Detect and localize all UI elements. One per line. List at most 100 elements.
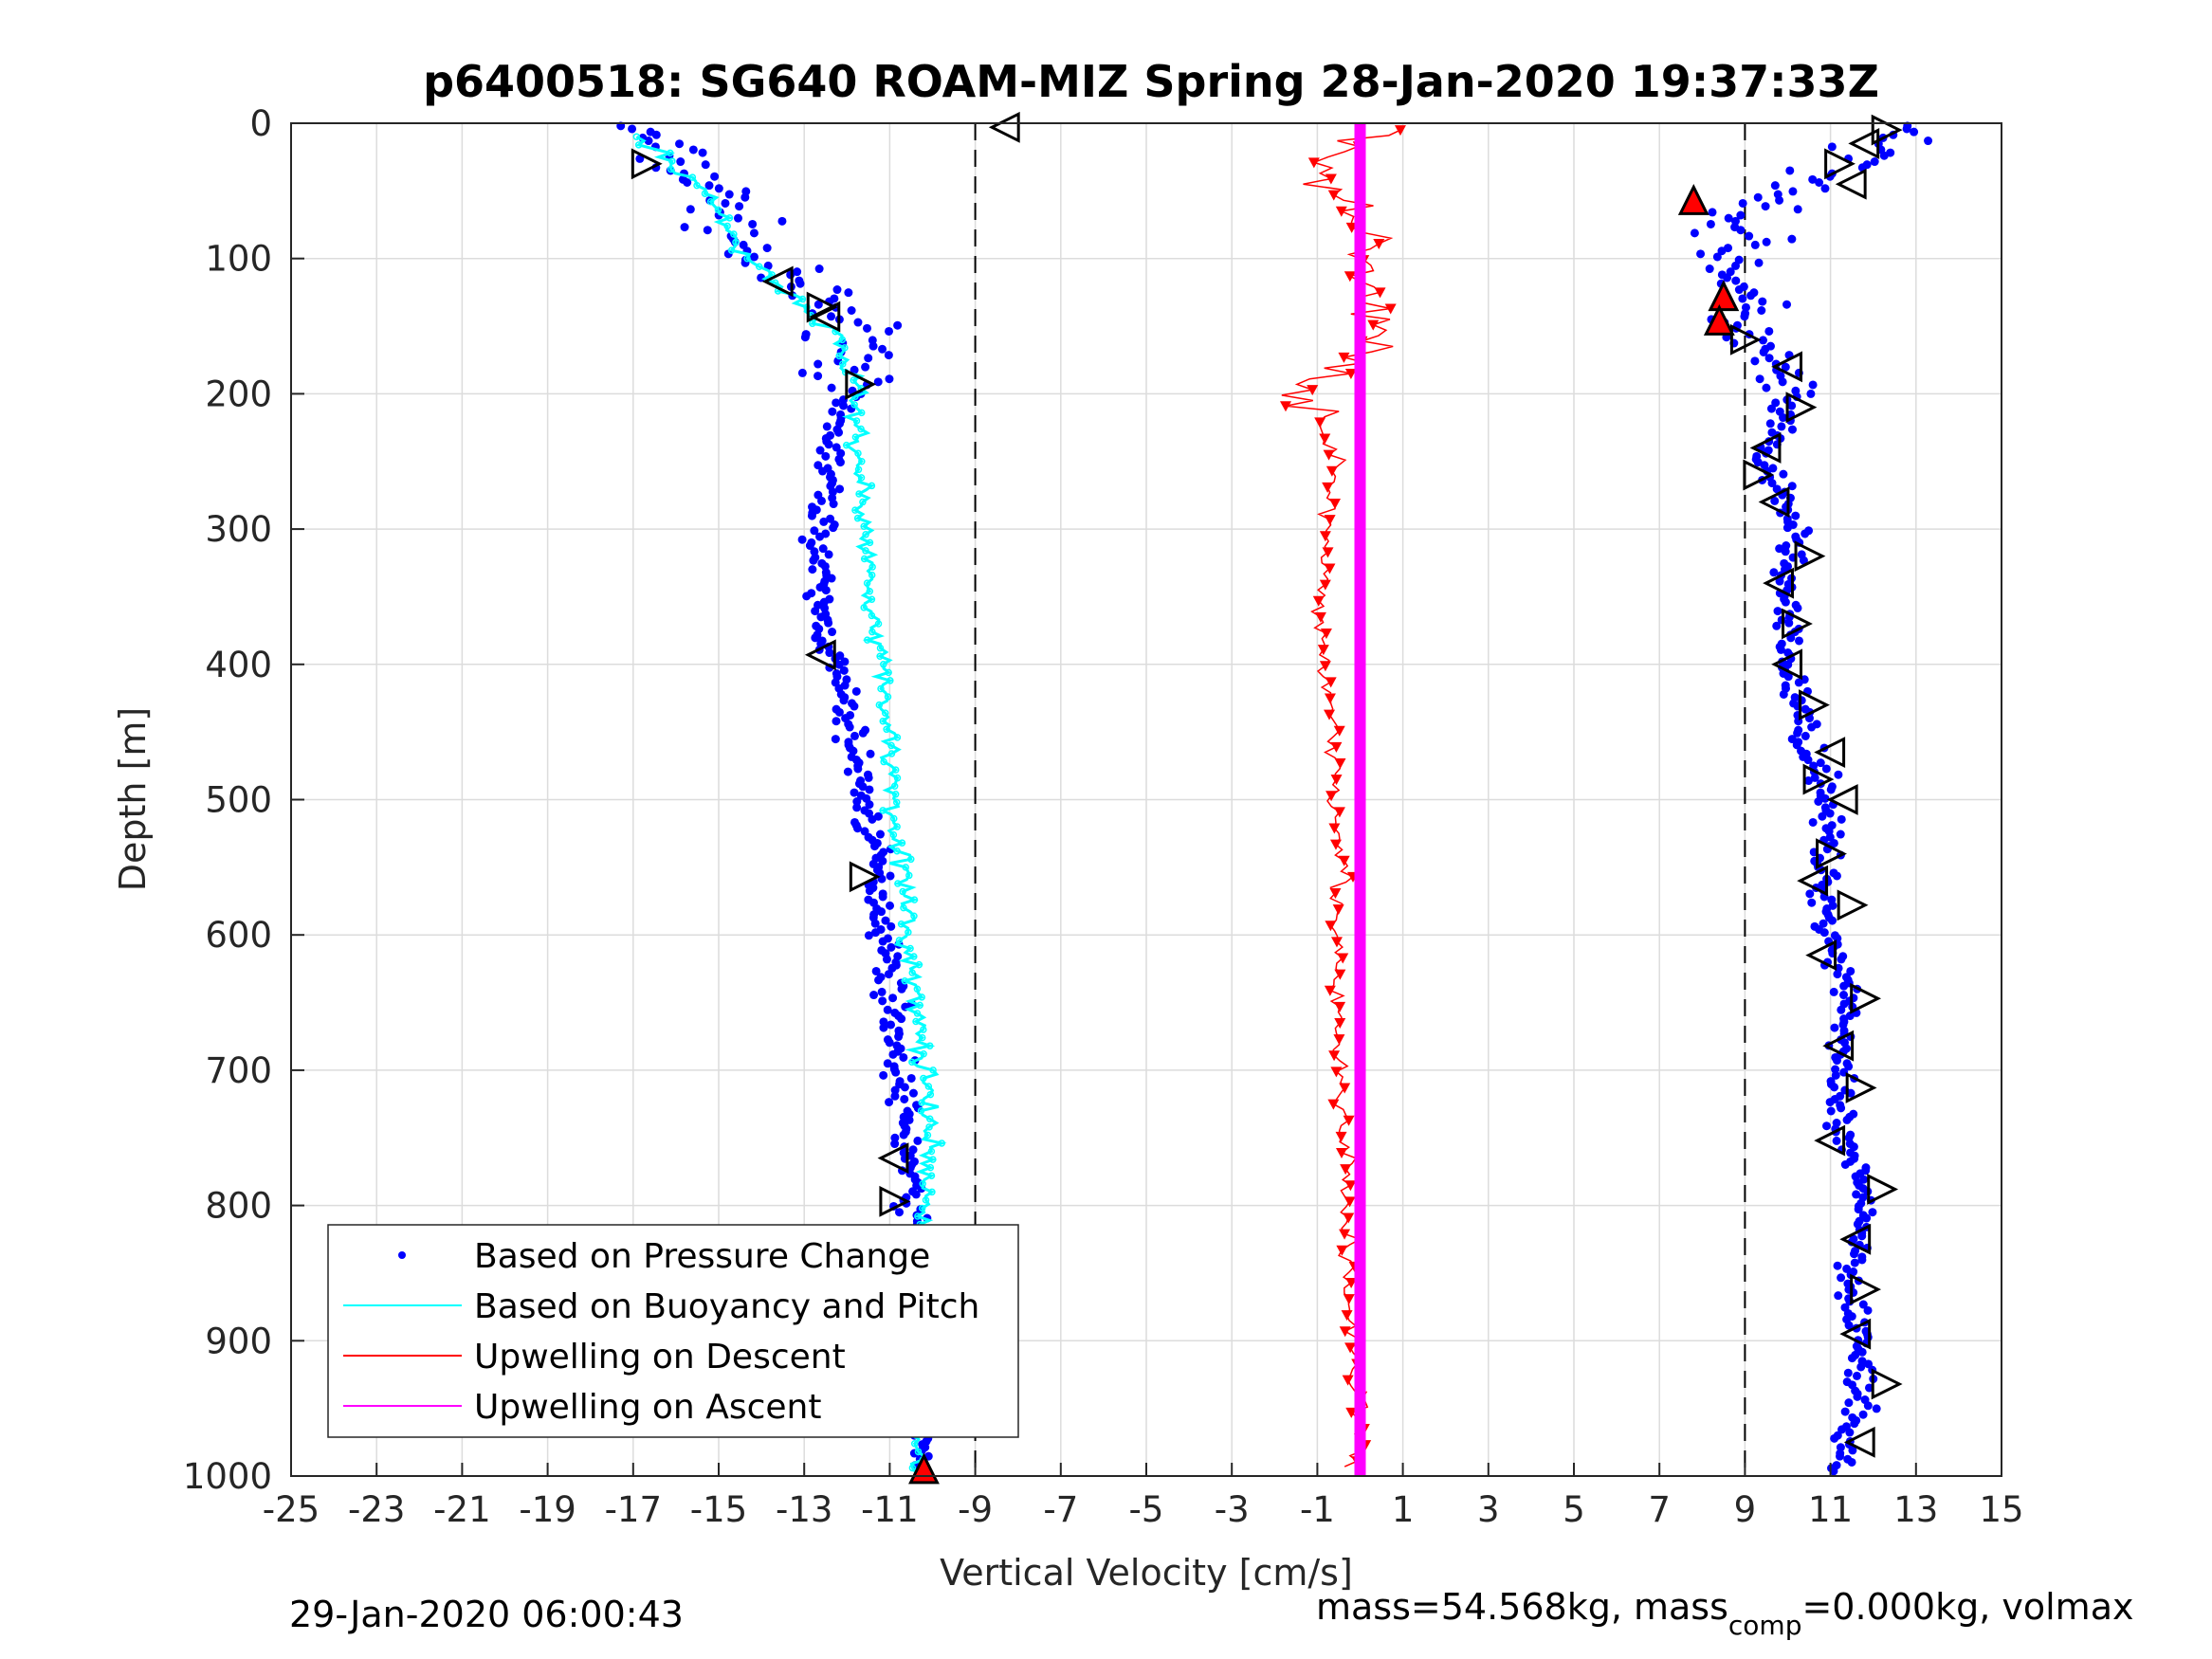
black-triangle-marker (877, 1142, 909, 1175)
buoyancy-pitch-point (855, 490, 863, 498)
buoyancy-pitch-point (908, 1464, 917, 1472)
pressure-dot-ascent (1819, 919, 1828, 928)
upwelling-descent-marker (1394, 125, 1406, 137)
pressure-dot-ascent (1832, 871, 1841, 881)
y-tick-label: 800 (205, 1186, 272, 1227)
pressure-dot-descent (675, 139, 685, 149)
pressure-dot-descent (870, 842, 880, 851)
pressure-dot-descent (890, 1091, 900, 1101)
upwelling-descent-marker (1312, 595, 1325, 607)
pressure-dot-ascent (1846, 1088, 1856, 1098)
pressure-dot-descent (703, 226, 712, 235)
pressure-dot-ascent (1862, 1213, 1872, 1223)
pressure-dot-ascent (1779, 469, 1788, 479)
buoyancy-pitch-point (851, 433, 860, 441)
pressure-dot-ascent (1787, 401, 1797, 410)
x-tick-label: -17 (605, 1489, 662, 1530)
pressure-dot-descent (900, 1083, 909, 1092)
pressure-dot-ascent (1840, 1160, 1850, 1170)
upwelling-descent-marker (1374, 287, 1386, 299)
x-tick-label: -19 (519, 1489, 576, 1530)
black-triangle-marker (1749, 432, 1782, 464)
pressure-dot-ascent (1724, 213, 1733, 223)
pressure-dot-descent (881, 916, 890, 925)
black-triangle-marker (1839, 1223, 1872, 1255)
pressure-dot-descent (873, 377, 883, 387)
pressure-dot-ascent (1819, 928, 1829, 938)
pressure-dot-descent (863, 323, 872, 333)
pressure-dot-ascent (1834, 1291, 1843, 1301)
pressure-dot-ascent (1837, 814, 1846, 824)
pressure-dot-ascent (1827, 142, 1837, 152)
pressure-dot-descent (824, 440, 833, 449)
pressure-dot-descent (879, 1070, 888, 1080)
buoyancy-pitch-point (727, 246, 736, 254)
pressure-dot-ascent (1814, 796, 1823, 806)
pressure-dot-ascent (1845, 1428, 1855, 1437)
upwelling-descent-marker (1324, 563, 1336, 574)
pressure-dot-descent (883, 1005, 892, 1014)
pressure-dot-descent (868, 814, 877, 824)
buoyancy-pitch-point (914, 1448, 923, 1456)
pressure-dot-ascent (1846, 966, 1856, 975)
pressure-dot-ascent (1864, 1383, 1874, 1393)
pressure-dot-ascent (1803, 756, 1813, 765)
pressure-dot-ascent (1805, 889, 1815, 899)
pressure-dot-ascent (1821, 764, 1831, 774)
upwelling-descent-marker (1322, 547, 1334, 558)
black-triangle-marker (1729, 323, 1762, 356)
pressure-dot-ascent (1807, 898, 1817, 907)
buoyancy-pitch-point (809, 319, 816, 327)
pressure-dot-ascent (1750, 356, 1760, 366)
pressure-dot-descent (852, 796, 862, 806)
buoyancy-pitch-point (853, 514, 862, 522)
buoyancy-pitch-point (862, 547, 869, 555)
buoyancy-pitch-point (732, 238, 740, 246)
legend-label-pressure: Based on Pressure Change (474, 1237, 930, 1276)
pressure-dot-descent (714, 184, 723, 193)
upwelling-descent-line (1281, 129, 1401, 1468)
pressure-dot-descent (816, 612, 826, 622)
pressure-dot-ascent (1856, 1362, 1866, 1372)
buoyancy-pitch-point (929, 1156, 937, 1163)
pressure-dot-ascent (1872, 1404, 1881, 1413)
buoyancy-pitch-point (899, 887, 906, 896)
black-triangle-marker (1771, 648, 1802, 681)
pressure-dot-ascent (1770, 496, 1780, 505)
pressure-dot-descent (878, 996, 887, 1006)
x-tick-label: 5 (1563, 1489, 1585, 1530)
buoyancy-pitch-point (891, 791, 900, 798)
upwelling-descent-marker (1344, 1342, 1357, 1354)
pressure-dot-descent (878, 892, 887, 902)
buoyancy-pitch-point (842, 441, 850, 449)
upwelling-descent-marker (1367, 319, 1380, 331)
pressure-dot-descent (882, 955, 891, 964)
pressure-dot-descent (913, 1136, 923, 1145)
pressure-dot-descent (628, 124, 637, 134)
pressure-dot-descent (724, 190, 734, 199)
buoyancy-pitch-point (879, 807, 887, 814)
x-tick-label: -25 (263, 1489, 320, 1530)
upwelling-descent-marker (1335, 1131, 1347, 1142)
x-tick-label: -5 (1129, 1489, 1164, 1530)
pressure-dot-ascent (1740, 312, 1749, 321)
upwelling-descent-marker (1338, 855, 1350, 866)
pressure-dot-ascent (1816, 758, 1825, 768)
x-tick-label: 11 (1808, 1489, 1853, 1530)
buoyancy-pitch-point (892, 798, 901, 807)
pressure-dot-ascent (1750, 240, 1760, 249)
y-axis-ticks: 0 100 200 300 400 500 600 700 800 900 1000 (183, 103, 304, 1497)
pressure-dot-descent (810, 526, 819, 536)
pressure-dot-descent (877, 987, 887, 996)
pressure-dot-ascent (1820, 793, 1830, 803)
pressure-dot-ascent (1837, 1103, 1846, 1113)
pressure-dot-descent (894, 1208, 904, 1217)
y-tick-label: 0 (249, 103, 272, 144)
buoyancy-pitch-point (841, 344, 849, 352)
buoyancy-pitch-point (908, 1058, 916, 1066)
buoyancy-pitch-point (879, 717, 887, 725)
pressure-dot-ascent (1837, 1005, 1846, 1014)
pressure-dot-ascent (1746, 291, 1756, 301)
pressure-dot-ascent (1731, 276, 1741, 285)
pressure-dot-descent (850, 731, 859, 740)
